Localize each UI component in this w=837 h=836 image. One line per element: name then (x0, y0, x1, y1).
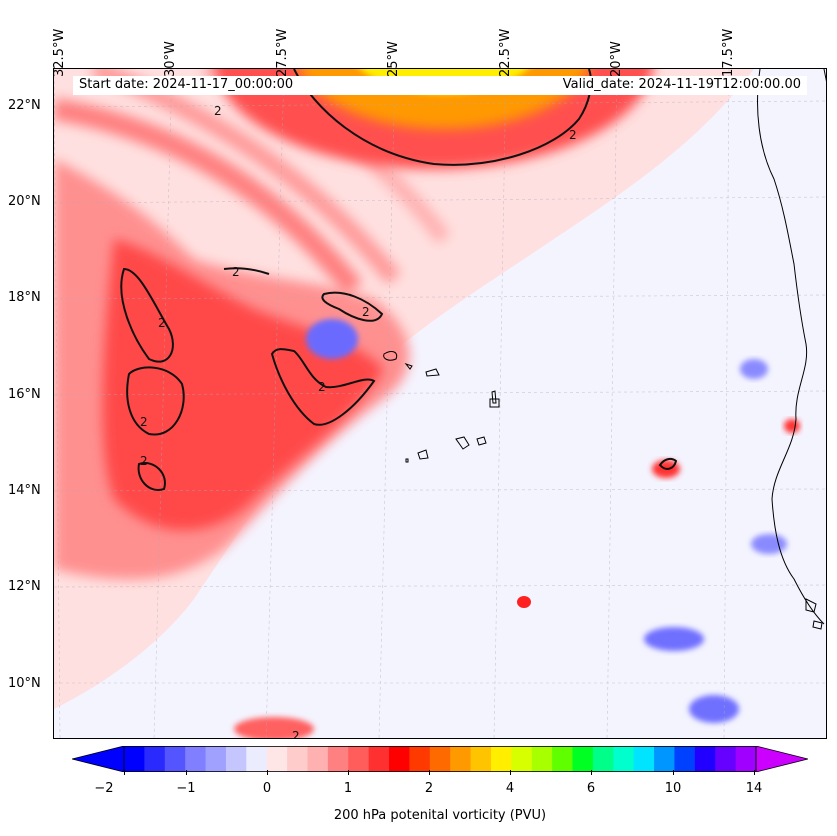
colorbar-segment (715, 746, 737, 772)
colorbar-segment (246, 746, 268, 772)
colorbar (71, 745, 809, 773)
latitude-label: 22°N (8, 98, 41, 113)
contour-label: 2 (140, 454, 148, 468)
pv-negative-blob (306, 319, 358, 359)
colorbar-tick-label: 6 (586, 781, 596, 796)
latitude-label: 16°N (8, 387, 41, 402)
pv-red-core (102, 239, 384, 531)
colorbar-segment (531, 746, 553, 772)
longitude-label: 27.5°W (275, 28, 290, 77)
colorbar-segment (694, 746, 716, 772)
colorbar-tick (186, 770, 187, 775)
colorbar-segment (470, 746, 492, 772)
colorbar-segment (348, 746, 370, 772)
pv-positive-patch (517, 596, 531, 608)
latitude-label: 12°N (8, 579, 41, 594)
colorbar-border (123, 746, 757, 772)
start-date-text: Start date: 2024-11-17_00:00:00 (79, 77, 294, 92)
longitude-label: 25°W (386, 41, 401, 77)
pv-negative-patch (740, 359, 768, 379)
latitude-label: 20°N (8, 194, 41, 209)
colorbar-tick-label: 10 (664, 781, 682, 796)
colorbar-segment (124, 746, 145, 772)
pv-positive-patch (784, 419, 800, 433)
colorbar-segment (164, 746, 186, 772)
pv-negative-patch (644, 627, 704, 651)
colorbar-segment (287, 746, 308, 772)
colorbar-tick (267, 770, 268, 775)
colorbar-segment (511, 746, 533, 772)
contour-label: 2 (158, 316, 166, 330)
date-header-bar: Start date: 2024-11-17_00:00:00 Valid_da… (73, 76, 807, 95)
colorbar-segment (674, 746, 696, 772)
colorbar-segment (409, 746, 431, 772)
colorbar-tick (510, 770, 511, 775)
colorbar-gradient (71, 745, 809, 773)
colorbar-segment (389, 746, 410, 772)
colorbar-segment (633, 746, 655, 772)
colorbar-segment (185, 746, 207, 772)
pv-negative-patch (751, 534, 787, 554)
coastlines (383, 69, 826, 630)
colorbar-segment (307, 746, 329, 772)
latitude-label: 14°N (8, 483, 41, 498)
longitude-label: 20°W (609, 41, 624, 77)
colorbar-title: 200 hPa potenital vorticity (PVU) (333, 808, 547, 823)
colorbar-tick-label: −1 (176, 781, 196, 796)
colorbar-tick-label: 14 (745, 781, 763, 796)
colorbar-segment (450, 746, 472, 772)
colorbar-segment (266, 746, 288, 772)
colorbar-segment (572, 746, 594, 772)
map-panel: 2 2 2 2 2 2 2 2 2 (53, 68, 827, 739)
latitude-label: 10°N (8, 676, 41, 691)
pv-positive-patch (234, 717, 314, 738)
pv-field-map: 2 2 2 2 2 2 2 2 2 (54, 69, 826, 739)
colorbar-segment (490, 746, 512, 772)
pv-negative-patch (689, 695, 739, 723)
colorbar-tick-label: −2 (94, 781, 114, 796)
contour-label: 2 (292, 729, 300, 739)
contour-label: 2 (232, 265, 240, 279)
colorbar-segment (735, 746, 757, 772)
colorbar-segment (552, 746, 574, 772)
latitude-label: 18°N (8, 290, 41, 305)
valid-date-text: Valid_date: 2024-11-19T12:00:00.00 (562, 77, 801, 92)
colorbar-segment (654, 746, 675, 772)
colorbar-tick (591, 770, 592, 775)
colorbar-segment (205, 746, 227, 772)
colorbar-tick (429, 770, 430, 775)
longitude-label: 32.5°W (52, 28, 67, 77)
colorbar-segment (225, 746, 247, 772)
colorbar-segment (144, 746, 166, 772)
longitude-label: 17.5°W (721, 28, 736, 77)
colorbar-extend-high (755, 745, 809, 773)
pv-pink-region (54, 69, 754, 709)
colorbar-tick-label: 4 (505, 781, 515, 796)
longitude-label: 30°W (163, 41, 178, 77)
colorbar-tick (754, 770, 755, 775)
contour-label: 2 (318, 380, 326, 394)
longitude-label: 22.5°W (498, 28, 513, 77)
colorbar-segment (613, 746, 635, 772)
pv-streak (54, 98, 363, 296)
colorbar-segment (429, 746, 451, 772)
colorbar-tick-label: 1 (343, 781, 353, 796)
contour-label: 2 (569, 128, 577, 142)
colorbar-segment (592, 746, 614, 772)
colorbar-extend-low (71, 745, 125, 773)
colorbar-tick (673, 770, 674, 775)
colorbar-segment (368, 746, 390, 772)
contour-label: 2 (214, 104, 222, 118)
colorbar-segment (327, 746, 349, 772)
contour-label: 2 (362, 305, 370, 319)
colorbar-tick (348, 770, 349, 775)
contour-label: 2 (140, 415, 148, 429)
gridlines (54, 69, 826, 738)
pv-2-contours (120, 69, 678, 491)
colorbar-tick (124, 770, 125, 775)
colorbar-tick-label: 0 (262, 781, 272, 796)
colorbar-tick-label: 2 (424, 781, 434, 796)
